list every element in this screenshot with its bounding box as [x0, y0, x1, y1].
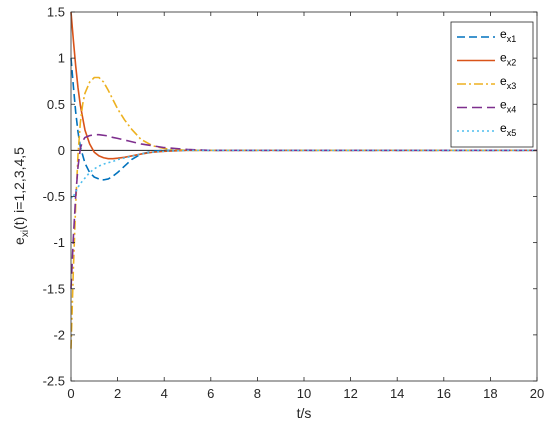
series-line-x5	[70, 149, 537, 200]
legend-label-x5: ex5	[500, 121, 516, 138]
x-tick-label: 18	[483, 386, 497, 401]
x-axis-title: t/s	[297, 405, 312, 421]
y-axis-title-rest: (t) i=1,2,3,4,5	[11, 147, 27, 230]
y-tick-label: -1	[53, 235, 65, 250]
legend-label-x4: ex4	[500, 98, 516, 115]
series-line-x2	[70, 11, 537, 160]
y-tick-label: 0	[58, 143, 65, 158]
x-tick-label: 12	[343, 386, 357, 401]
legend-items: ex1 ex2 ex3 ex4 ex5	[457, 27, 516, 138]
y-axis-title-main: e	[11, 237, 27, 245]
y-tick-label: -2.5	[43, 374, 65, 389]
y-tick-label: 0.5	[47, 97, 65, 112]
x-tick-label: 20	[530, 386, 544, 401]
y-tick-label: -0.5	[43, 189, 65, 204]
x-axis: 0 2 4 6 8 10 12 14 16 18 20	[67, 12, 544, 401]
legend-label-x1: ex1	[500, 27, 516, 44]
x-tick-label: 6	[207, 386, 214, 401]
x-tick-label: 16	[437, 386, 451, 401]
legend-label-x2: ex2	[500, 51, 516, 68]
x-tick-label: 4	[161, 386, 168, 401]
y-axis-title-subscript: xi	[20, 230, 31, 237]
legend-label-x3: ex3	[500, 74, 516, 91]
x-tick-label: 14	[390, 386, 404, 401]
x-tick-label: 8	[254, 386, 261, 401]
x-tick-label: 2	[114, 386, 121, 401]
x-tick-label: 0	[67, 386, 74, 401]
y-tick-label: -1.5	[43, 281, 65, 296]
legend: ex1 ex2 ex3 ex4 ex5	[450, 21, 534, 148]
y-tick-label: 1.5	[47, 5, 65, 20]
series-layer	[70, 11, 537, 349]
y-tick-label: -2	[53, 327, 65, 342]
y-axis-title: exi(t) i=1,2,3,4,5	[11, 147, 31, 245]
y-tick-label: 1	[58, 51, 65, 66]
y-axis: -2.5 -2 -1.5 -1 -0.5 0 0.5 1 1.5	[43, 5, 537, 389]
x-tick-label: 10	[297, 386, 311, 401]
series-line-x4	[70, 133, 537, 289]
series-line-x3	[70, 76, 537, 349]
